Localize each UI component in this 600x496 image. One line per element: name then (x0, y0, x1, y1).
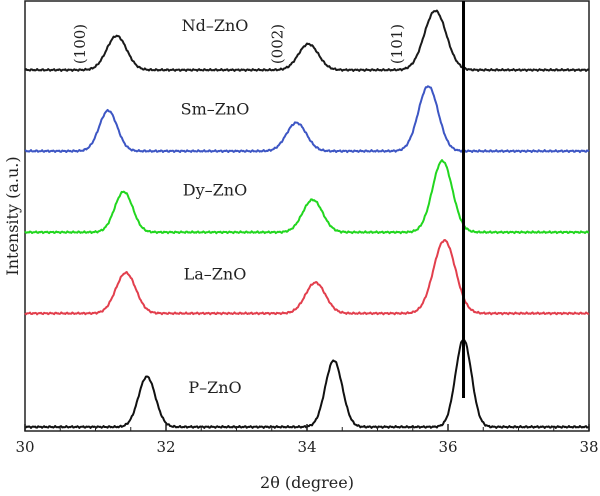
peak-labels: (100) (002) (101) (71, 24, 406, 64)
peak-label: (100) (71, 24, 89, 64)
series-line-pzno (24, 338, 590, 429)
series-label-dyzno: Dy–ZnO (183, 181, 247, 200)
x-tick-label: 30 (15, 438, 34, 456)
series-line-dyzno (24, 159, 590, 235)
series-labels: Nd–ZnO Sm–ZnO Dy–ZnO La–ZnO P–ZnO (181, 16, 250, 397)
y-axis-title: Intensity (a.u.) (3, 156, 22, 275)
peak-label: (101) (388, 24, 406, 64)
series-label-pzno: P–ZnO (188, 378, 241, 397)
x-tick-label: 32 (156, 438, 175, 456)
x-axis-ticks: 30 32 34 36 38 (15, 424, 599, 456)
xrd-curves (24, 9, 590, 429)
series-label-ndzno: Nd–ZnO (182, 16, 249, 35)
peak-label: (002) (268, 24, 286, 64)
x-tick-label: 36 (438, 438, 457, 456)
series-line-smzno (24, 85, 590, 154)
series-label-lazno: La–ZnO (184, 264, 247, 283)
x-axis-title: 2θ (degree) (260, 473, 354, 492)
series-line-ndzno (24, 9, 590, 72)
plot-frame (24, 0, 590, 432)
x-tick-label: 38 (579, 438, 598, 456)
series-label-smzno: Sm–ZnO (181, 100, 250, 119)
x-tick-label: 34 (297, 438, 316, 456)
series-line-lazno (24, 239, 590, 316)
